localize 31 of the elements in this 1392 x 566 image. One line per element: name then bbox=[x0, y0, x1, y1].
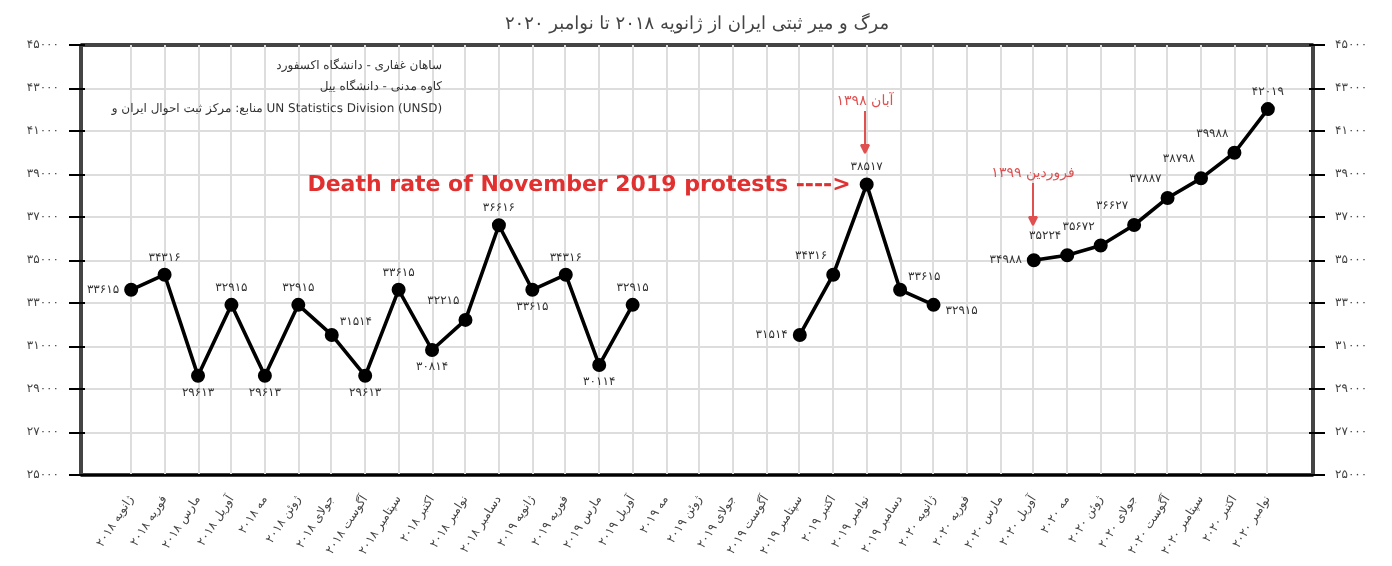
point bbox=[625, 297, 640, 312]
point bbox=[157, 267, 172, 282]
point bbox=[525, 282, 540, 297]
point bbox=[124, 282, 139, 297]
point bbox=[324, 327, 339, 342]
point bbox=[358, 368, 373, 383]
point bbox=[826, 267, 841, 282]
point bbox=[859, 177, 874, 192]
point bbox=[1127, 218, 1142, 233]
point bbox=[558, 267, 573, 282]
point bbox=[1227, 145, 1242, 160]
point bbox=[257, 368, 272, 383]
point bbox=[1160, 190, 1175, 205]
point bbox=[926, 297, 941, 312]
point bbox=[191, 368, 206, 383]
point bbox=[224, 297, 239, 312]
point bbox=[1260, 102, 1275, 117]
point bbox=[491, 218, 506, 233]
point bbox=[391, 282, 406, 297]
point bbox=[1093, 238, 1108, 253]
point bbox=[458, 312, 473, 327]
point bbox=[592, 358, 607, 373]
annotation: Death rate of November 2019 protests ----> bbox=[307, 171, 851, 198]
point bbox=[1026, 253, 1041, 268]
point bbox=[893, 282, 908, 297]
chart-title: مرگ و میر ثبتی ایران از ژانویه ۲۰۱۸ تا نوامبر ۲۰۲۰ bbox=[504, 11, 890, 35]
point bbox=[425, 343, 440, 357]
point bbox=[792, 327, 807, 342]
point bbox=[291, 297, 306, 312]
point bbox=[1194, 171, 1208, 186]
point bbox=[1060, 248, 1075, 263]
